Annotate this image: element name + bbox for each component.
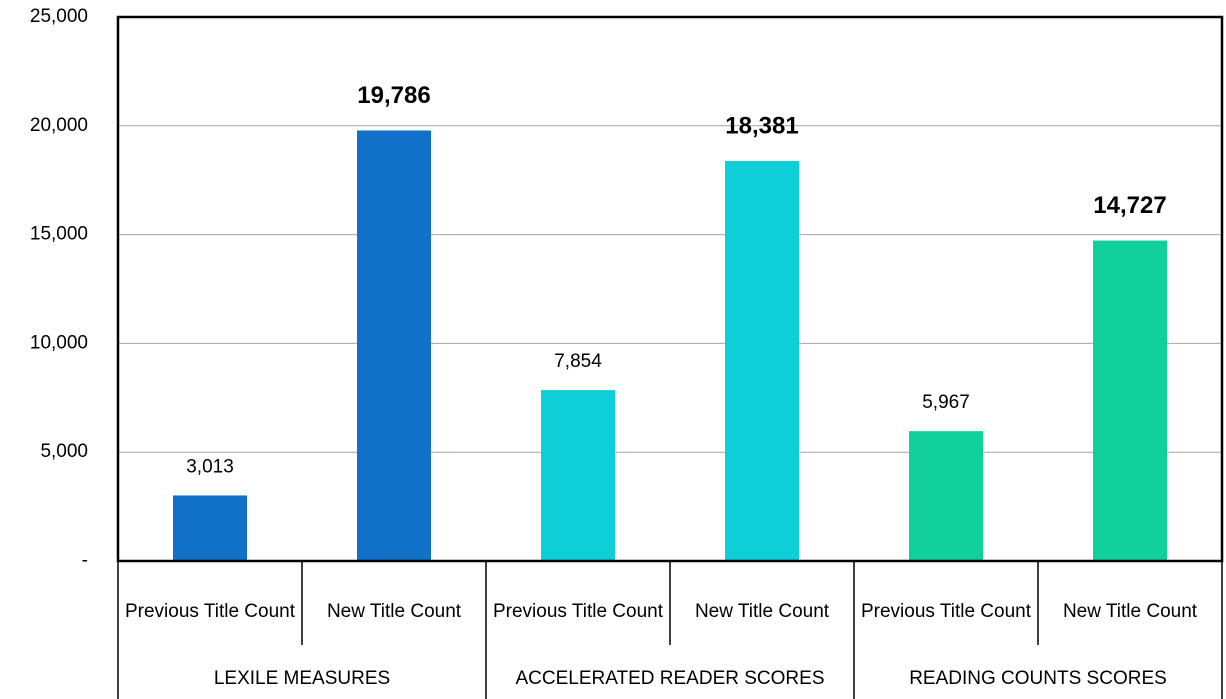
plot-border (116, 15, 1224, 563)
y-tick-label: 10,000 (30, 332, 88, 353)
y-tick-label: 25,000 (30, 6, 88, 27)
y-tick-label: 5,000 (40, 441, 88, 462)
x-tick-label: New Title Count (1063, 601, 1198, 622)
group-label: ACCELERATED READER SCORES (516, 668, 825, 689)
bar (357, 130, 431, 561)
bar (541, 390, 615, 561)
data-label: 5,967 (922, 392, 970, 413)
x-tick-label: Previous Title Count (125, 601, 296, 622)
y-tick-label: - (82, 550, 88, 571)
bar (173, 495, 247, 561)
y-tick-label: 15,000 (30, 224, 88, 245)
data-label: 18,381 (725, 112, 798, 139)
y-tick-label: 20,000 (30, 115, 88, 136)
x-tick-label: Previous Title Count (493, 601, 664, 622)
bar (725, 161, 799, 562)
data-label: 19,786 (357, 82, 430, 109)
x-tick-label: Previous Title Count (861, 601, 1032, 622)
data-label: 3,013 (186, 456, 234, 477)
group-label: READING COUNTS SCORES (909, 668, 1167, 689)
group-label: LEXILE MEASURES (214, 668, 390, 689)
data-label: 7,854 (554, 351, 602, 372)
bar (1093, 240, 1167, 562)
data-label: 14,727 (1093, 192, 1166, 219)
x-tick-label: New Title Count (327, 601, 462, 622)
x-tick-label: New Title Count (695, 601, 830, 622)
bar (909, 431, 983, 561)
